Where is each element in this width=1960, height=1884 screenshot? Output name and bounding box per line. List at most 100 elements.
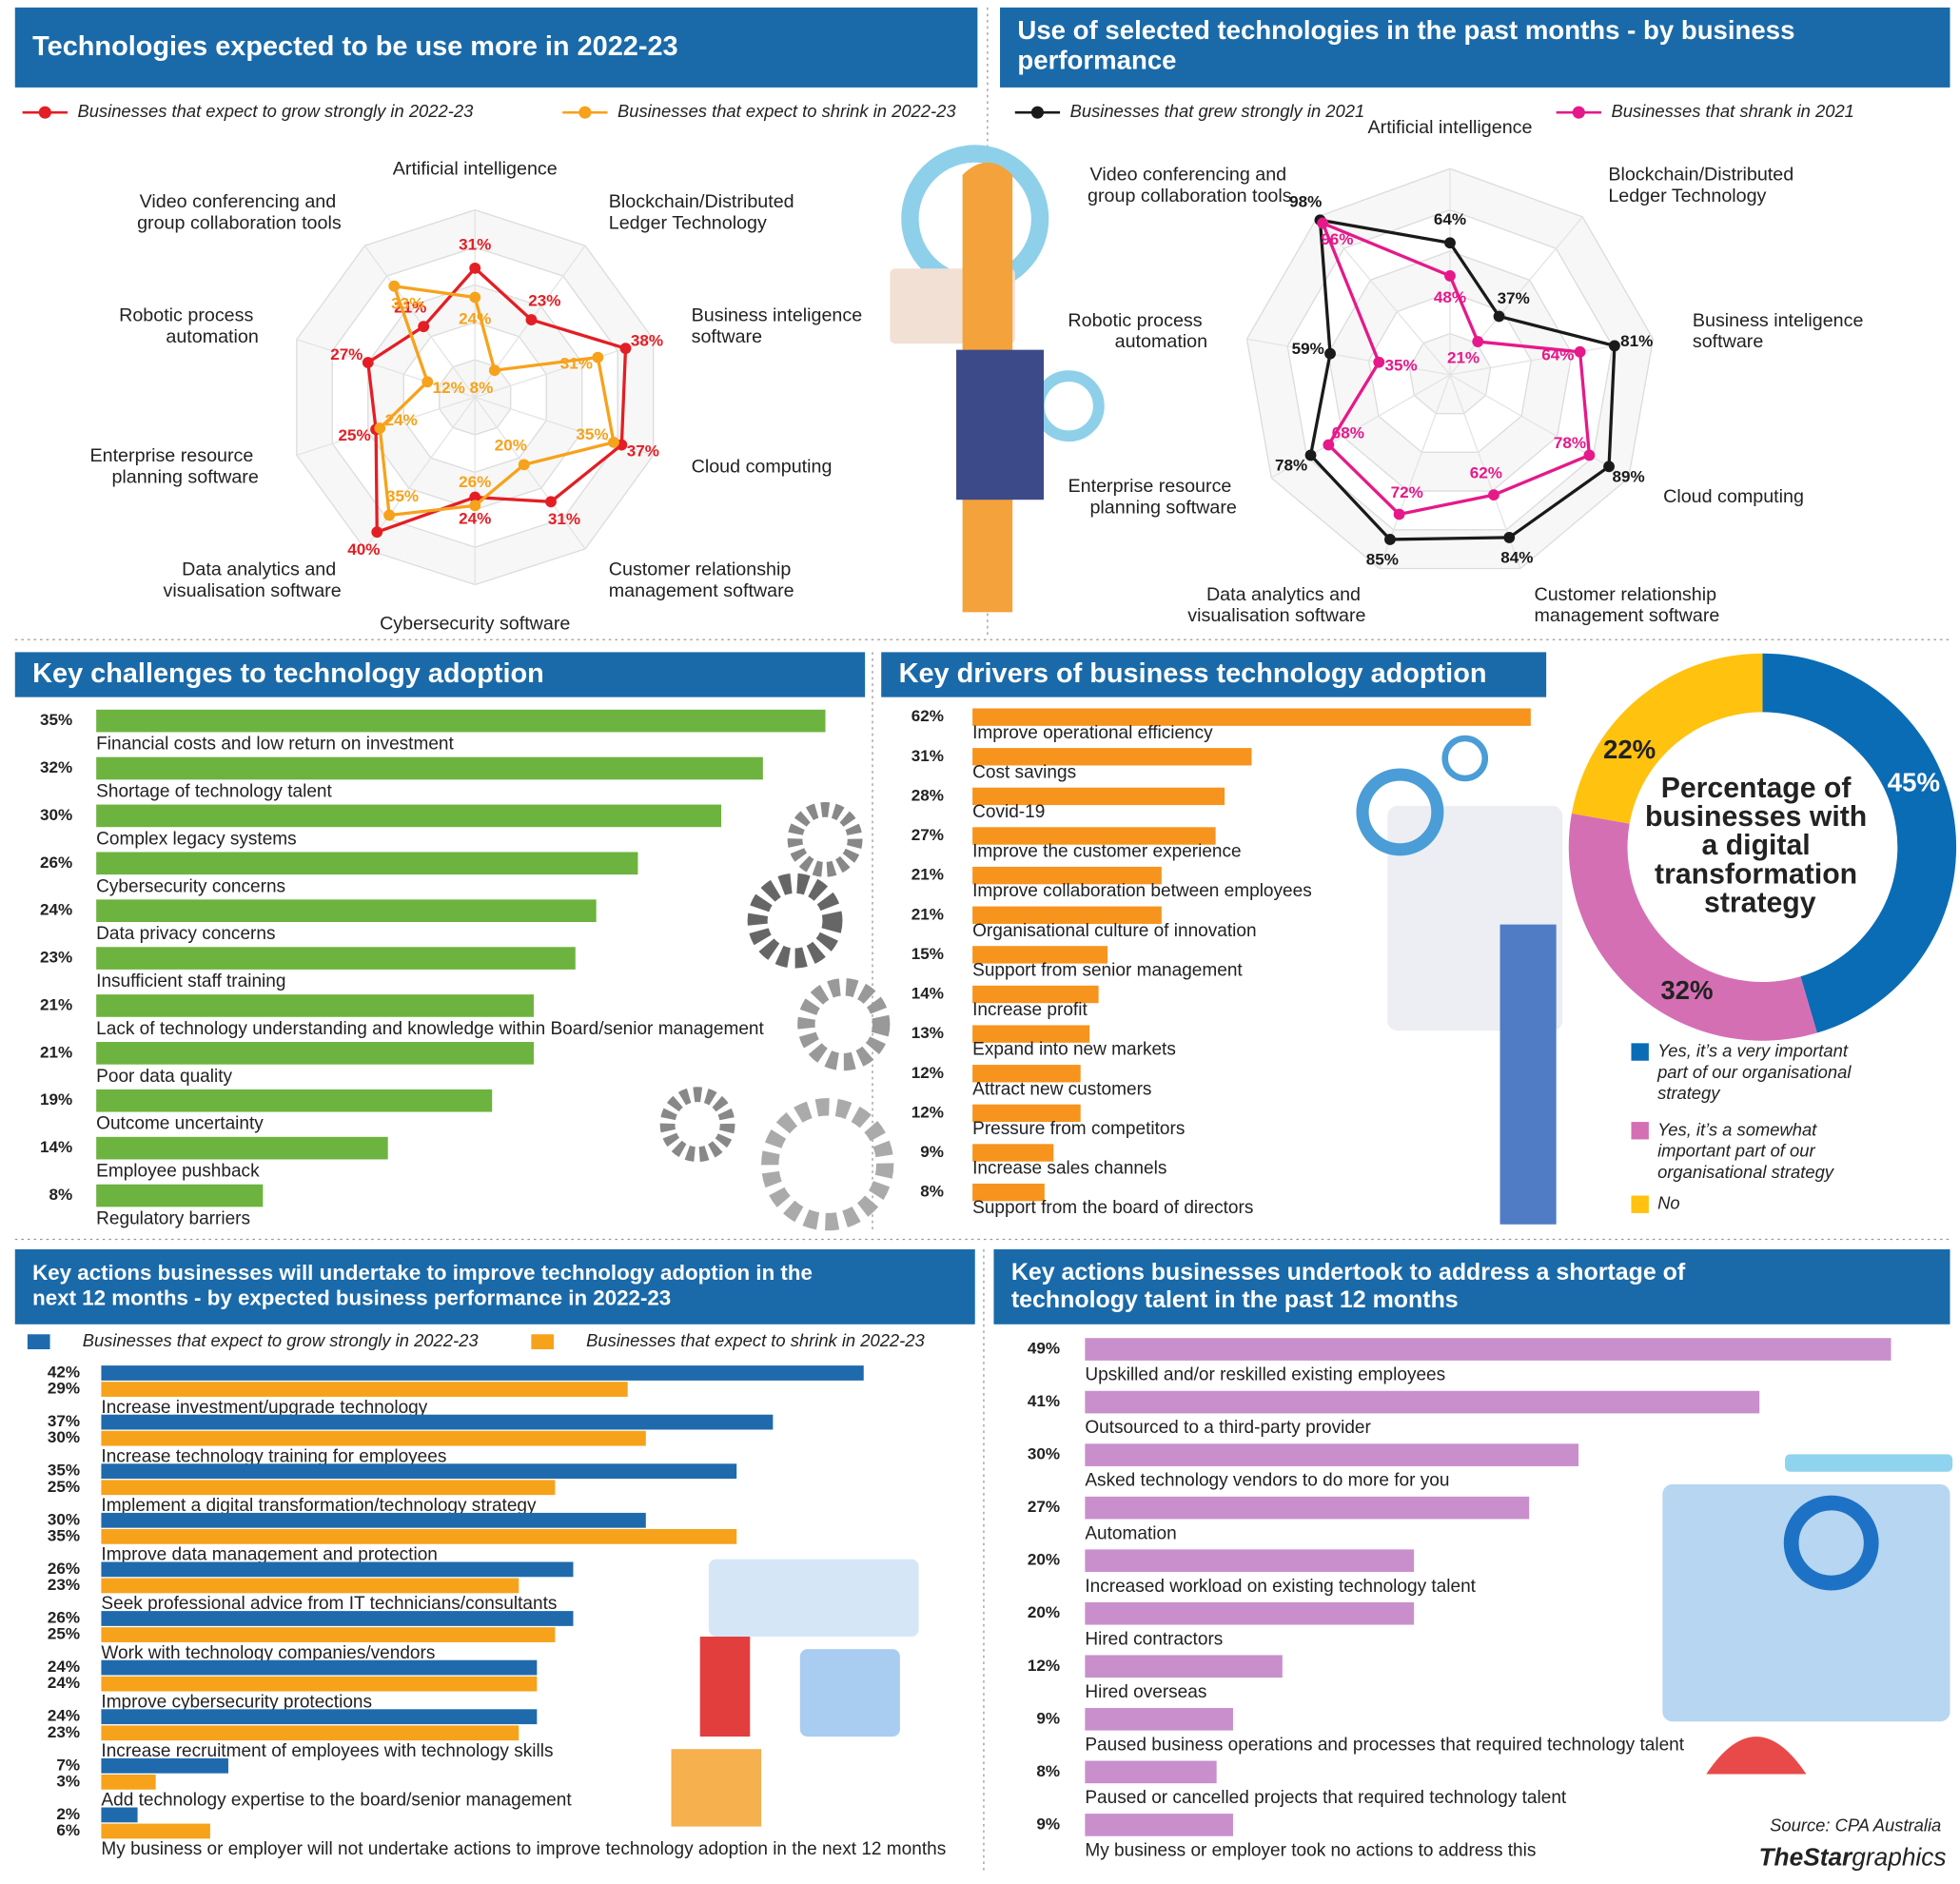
category-label: Increase sales channels <box>972 1159 1166 1179</box>
bar <box>972 1065 1081 1083</box>
category-label: Support from senior management <box>972 960 1243 980</box>
value-label: 98% <box>1289 193 1322 211</box>
value-label: 8% <box>470 379 494 397</box>
category-label: Asked technology vendors to do more for … <box>1085 1471 1449 1491</box>
value-label: 12% <box>1028 1657 1060 1675</box>
radar-point <box>608 436 619 448</box>
radar-point <box>371 526 383 539</box>
value-label: 59% <box>1292 340 1324 358</box>
axis-label: Video conferencing and group collaborati… <box>1088 165 1292 206</box>
value-label: 9% <box>1036 1815 1060 1833</box>
value-label: 21% <box>911 866 944 884</box>
value-label: 62% <box>911 707 944 725</box>
source: Source: CPA Australia <box>1770 1815 1941 1835</box>
axis-label: Enterprise resource planning software <box>1068 476 1237 518</box>
value-label: 24% <box>48 1658 80 1676</box>
radar-point <box>545 496 557 508</box>
value-label: 23% <box>48 1723 80 1741</box>
category-label: Pressure from competitors <box>972 1119 1185 1139</box>
credit-brand: TheStar <box>1759 1843 1854 1872</box>
value-label: 45% <box>1888 768 1940 797</box>
figure-icon <box>956 349 1045 500</box>
radar-point <box>1324 347 1336 360</box>
value-label: 24% <box>459 310 491 328</box>
value-label: 27% <box>1028 1498 1060 1516</box>
radar-line <box>1320 220 1592 517</box>
value-label: 7% <box>56 1756 80 1774</box>
gear-icon <box>747 873 843 969</box>
radar-point <box>1493 310 1505 323</box>
category-label: Shortage of technology talent <box>96 781 332 801</box>
bar <box>972 946 1108 964</box>
panel-header <box>14 652 866 697</box>
radar-spoke <box>1449 216 1583 376</box>
radar-point <box>374 422 386 434</box>
axis-label: Customer relationship management softwar… <box>1534 584 1721 626</box>
value-label: 37% <box>48 1412 80 1430</box>
radar-point <box>1608 340 1620 352</box>
value-label: 26% <box>40 854 72 872</box>
category-label: Improve collaboration between employees <box>972 881 1312 901</box>
bar <box>972 708 1531 726</box>
value-label: 68% <box>1332 423 1364 442</box>
axis-label: Cloud computing <box>692 457 833 478</box>
bar <box>972 827 1216 845</box>
category-label: Increase technology training for employe… <box>101 1446 446 1466</box>
category-label: Upskilled and/or reskilled existing empl… <box>1085 1365 1445 1385</box>
bar <box>972 1104 1081 1123</box>
category-label: Implement a digital transformation/techn… <box>101 1496 537 1516</box>
radar-point <box>1488 489 1499 501</box>
bar <box>101 1480 556 1496</box>
gear-icon <box>761 1098 894 1231</box>
ring-icon <box>1356 768 1444 856</box>
value-label: 12% <box>433 379 465 397</box>
value-label: 30% <box>48 1510 80 1528</box>
category-label: Outsourced to a third-party provider <box>1085 1418 1371 1438</box>
axis-label: Artificial intelligence <box>393 159 558 180</box>
gear-icon <box>659 1087 735 1163</box>
chart-title: Key drivers of business technology adopt… <box>899 658 1487 689</box>
value-label: 78% <box>1275 457 1307 475</box>
category-label: Improve the customer experience <box>972 842 1242 862</box>
value-label: 24% <box>40 901 72 919</box>
value-label: 6% <box>56 1821 80 1839</box>
bar <box>1085 1443 1579 1466</box>
category-label: Hired contractors <box>1085 1629 1223 1649</box>
category-label: Outcome uncertainty <box>96 1114 264 1134</box>
value-label: 12% <box>911 1103 944 1121</box>
panel-header <box>14 7 978 88</box>
bar <box>101 1430 646 1446</box>
category-label: Paused or cancelled projects that requir… <box>1085 1788 1567 1808</box>
axis-label: Video conferencing and group collaborati… <box>137 191 342 233</box>
bar <box>96 756 763 780</box>
axis-label: Blockchain/Distributed Ledger Technology <box>609 191 799 233</box>
radar-spoke <box>296 339 476 399</box>
radar-point <box>469 491 481 503</box>
gear-icon <box>797 978 891 1071</box>
legend-marker <box>1030 106 1045 119</box>
value-label: 24% <box>48 1674 80 1692</box>
radar-point <box>388 280 401 292</box>
value-label: 21% <box>1447 349 1480 367</box>
bar <box>96 709 826 733</box>
value-label: 64% <box>1541 345 1574 363</box>
bar <box>101 1774 156 1790</box>
radar-spoke <box>363 245 476 398</box>
value-label: 89% <box>1612 468 1644 486</box>
bar <box>1085 1496 1530 1520</box>
value-label: 42% <box>48 1364 80 1382</box>
bar <box>101 1414 774 1430</box>
value-label: 32% <box>40 758 72 776</box>
panel-icon <box>1387 805 1563 1031</box>
bar <box>972 866 1162 885</box>
bar <box>101 1561 574 1578</box>
radar-point <box>1323 439 1335 451</box>
bar <box>96 804 722 828</box>
legend-marker <box>1572 106 1585 119</box>
value-label: 12% <box>911 1064 944 1082</box>
radar-point <box>1304 449 1317 461</box>
radar-spoke <box>363 397 476 550</box>
bar <box>1085 1390 1760 1414</box>
category-label: Hired overseas <box>1085 1682 1206 1702</box>
